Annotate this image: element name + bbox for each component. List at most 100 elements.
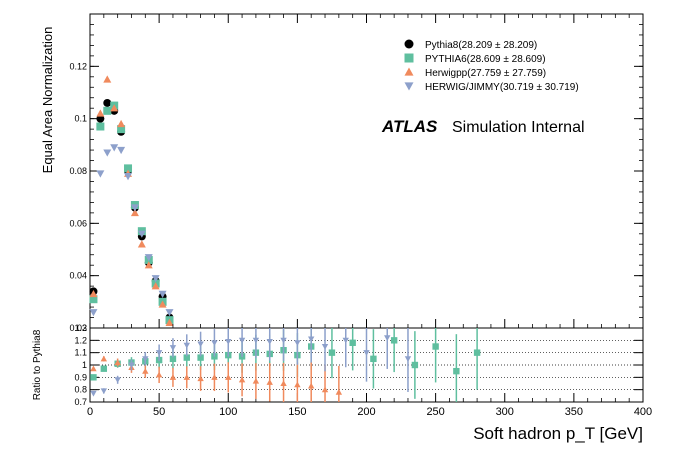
ratio-y-axis-label: Ratio to Pythia8 bbox=[32, 329, 43, 400]
main-point-series-2 bbox=[151, 282, 160, 290]
atlas-subtitle: Simulation Internal bbox=[452, 119, 585, 136]
legend-marker-2 bbox=[404, 67, 414, 76]
ratio-point-series-2 bbox=[169, 345, 177, 351]
main-point-series-2 bbox=[117, 119, 126, 128]
main-point-series-1 bbox=[89, 295, 98, 304]
ratio-point-series-2 bbox=[197, 341, 204, 348]
ratio-point-series-1 bbox=[169, 374, 177, 380]
legend-label-1: PYTHIA6(28.609 ± 28.609) bbox=[425, 54, 546, 65]
x-tick-label: 100 bbox=[219, 406, 237, 418]
main-y-tick-label: 0.02 bbox=[69, 323, 87, 333]
ratio-point-series-1 bbox=[114, 359, 121, 366]
main-y-tick-label: 0.06 bbox=[69, 218, 87, 228]
main-y-tick-label: 0.1 bbox=[74, 114, 87, 124]
legend-label-2: Herwigpp(27.759 ± 27.759) bbox=[425, 68, 546, 79]
ratio-y-tick-label: 0.8 bbox=[74, 385, 87, 395]
ratio-point-series-0 bbox=[453, 367, 460, 375]
ratio-point-series-0 bbox=[183, 354, 190, 361]
x-tick-label: 200 bbox=[357, 406, 375, 418]
legend: Pythia8(28.209 ± 28.209) PYTHIA6(28.609 ±… bbox=[404, 39, 579, 93]
main-point-series-2 bbox=[158, 300, 167, 308]
ratio-point-series-2 bbox=[128, 362, 135, 369]
ratio-y-tick-label: 0.9 bbox=[74, 372, 87, 382]
ratio-point-series-2 bbox=[280, 337, 287, 344]
main-y-tick-label: 0.08 bbox=[69, 166, 87, 176]
ratio-panel: 0.7 0.8 0.9 1 1.1 1.2 1.3 0 50 100 150 200 250 300 35… bbox=[32, 14, 652, 443]
ratio-point-series-2 bbox=[183, 342, 190, 349]
ratio-point-series-2 bbox=[266, 339, 273, 345]
main-y-tick-label: 0.04 bbox=[69, 271, 87, 281]
ratio-point-series-1 bbox=[211, 374, 218, 380]
main-point-series-2 bbox=[96, 109, 105, 117]
ratio-point-series-0 bbox=[390, 337, 398, 344]
ratio-point-series-0 bbox=[370, 355, 377, 363]
ratio-point-series-0 bbox=[349, 339, 356, 346]
main-y-axis-label: Equal Area Normalization bbox=[40, 27, 55, 174]
main-point-series-3 bbox=[110, 144, 119, 152]
ratio-point-series-0 bbox=[90, 374, 97, 381]
ratio-point-series-1 bbox=[238, 376, 246, 383]
main-point-series-2 bbox=[89, 289, 98, 298]
ratio-point-series-2 bbox=[321, 343, 329, 350]
ratio-point-series-2 bbox=[404, 356, 412, 363]
ratio-point-series-1 bbox=[294, 381, 301, 388]
ratio-point-series-2 bbox=[90, 390, 97, 397]
ratio-point-series-1 bbox=[308, 382, 315, 389]
main-point-series-3 bbox=[89, 309, 98, 317]
main-panel: 0.02 0.04 0.06 0.08 0.1 0.12 Equal Area Norma… bbox=[40, 13, 644, 333]
main-point-series-3 bbox=[151, 275, 160, 283]
ratio-point-series-0 bbox=[100, 365, 108, 372]
ratio-point-series-0 bbox=[328, 349, 336, 356]
ratio-point-series-2 bbox=[100, 388, 108, 395]
main-point-series-3 bbox=[117, 146, 126, 155]
x-axis-label: Soft hadron p_T [GeV] bbox=[473, 424, 643, 443]
ratio-point-series-1 bbox=[252, 377, 260, 384]
main-y-tick-label: 0.12 bbox=[69, 61, 87, 71]
legend-label-0: Pythia8(28.209 ± 28.209) bbox=[425, 40, 537, 51]
x-tick-label: 250 bbox=[426, 406, 444, 418]
ratio-point-series-1 bbox=[280, 380, 287, 387]
ratio-point-series-1 bbox=[266, 379, 273, 385]
ratio-point-series-2 bbox=[308, 336, 315, 343]
ratio-point-series-0 bbox=[169, 355, 177, 363]
ratio-point-series-2 bbox=[225, 339, 232, 345]
ratio-point-series-0 bbox=[197, 354, 204, 361]
main-y-ticks: 0.02 0.04 0.06 0.08 0.1 0.12 bbox=[69, 13, 643, 333]
legend-marker-0 bbox=[404, 39, 414, 49]
main-point-series-1 bbox=[103, 106, 112, 115]
ratio-point-series-1 bbox=[100, 355, 108, 362]
ratio-point-series-1 bbox=[225, 374, 232, 380]
ratio-data-marks bbox=[90, 328, 481, 402]
ratio-point-series-2 bbox=[238, 337, 246, 344]
ratio-point-series-1 bbox=[183, 374, 190, 380]
ratio-point-series-0 bbox=[411, 361, 419, 369]
main-point-series-2 bbox=[130, 208, 139, 217]
ratio-point-series-2 bbox=[252, 337, 260, 344]
main-point-series-2 bbox=[137, 240, 146, 248]
main-point-series-3 bbox=[137, 230, 146, 238]
main-point-series-1 bbox=[117, 125, 126, 134]
main-point-series-3 bbox=[165, 309, 174, 317]
ratio-point-series-2 bbox=[142, 356, 149, 363]
ratio-point-series-2 bbox=[211, 340, 218, 346]
x-tick-label: 50 bbox=[153, 406, 165, 418]
ratio-point-series-2 bbox=[155, 350, 163, 356]
main-point-series-2 bbox=[144, 261, 153, 269]
ratio-point-series-1 bbox=[90, 365, 97, 372]
x-tick-label: 400 bbox=[634, 406, 652, 418]
main-point-series-3 bbox=[96, 170, 105, 178]
main-data-marks bbox=[89, 75, 174, 326]
x-tick-label: 350 bbox=[565, 406, 583, 418]
main-point-series-3 bbox=[130, 204, 139, 212]
ratio-point-series-2 bbox=[363, 350, 370, 356]
ratio-y-tick-label: 0.7 bbox=[74, 397, 87, 407]
main-point-series-3 bbox=[158, 290, 167, 298]
main-point-series-0 bbox=[96, 114, 105, 123]
ratio-point-series-1 bbox=[155, 371, 163, 378]
ratio-point-series-1 bbox=[197, 375, 204, 382]
main-point-series-2 bbox=[165, 318, 174, 326]
ratio-y-tick-label: 1.1 bbox=[74, 348, 87, 358]
main-point-series-3 bbox=[124, 173, 133, 181]
